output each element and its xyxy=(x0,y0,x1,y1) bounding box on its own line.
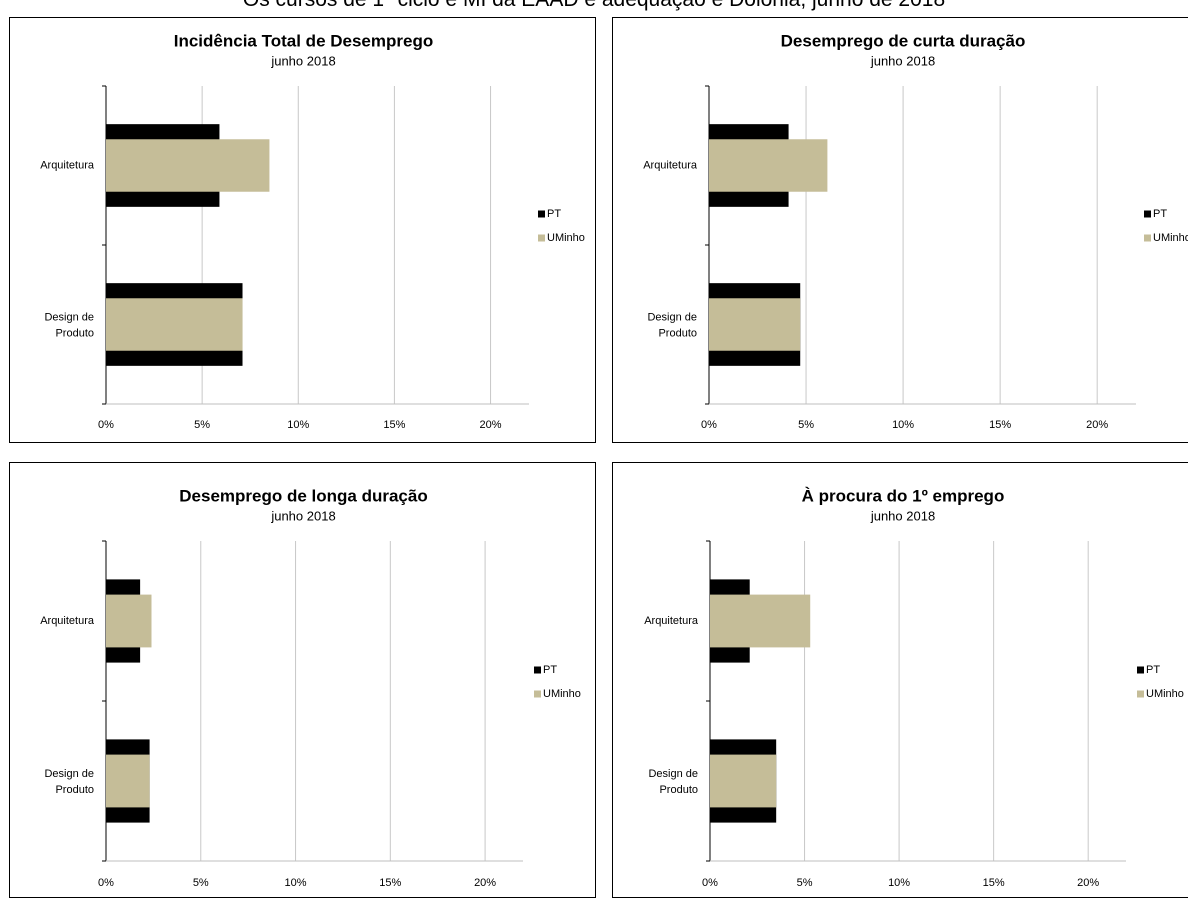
category-label: Design de Produto xyxy=(648,768,698,796)
x-tick-label: 10% xyxy=(888,877,910,889)
chart-panel-primeiro: À procura do 1º emprego junho 2018 0% 5% 10%… xyxy=(612,462,1188,898)
chart-subtitle: junho 2018 xyxy=(270,508,335,523)
legend-swatch-pt xyxy=(538,210,545,218)
chart-subtitle: junho 2018 xyxy=(870,53,935,68)
legend-swatch-pt xyxy=(1144,210,1151,218)
legend-swatch-uminho xyxy=(1137,690,1144,698)
x-tick-label: 5% xyxy=(798,419,814,431)
legend-label-pt: PT xyxy=(547,208,561,220)
x-tick-label: 20% xyxy=(1077,877,1099,889)
x-tick-label: 15% xyxy=(383,419,405,431)
legend-label-pt: PT xyxy=(1146,664,1160,676)
legend-label-uminho: UMinho xyxy=(543,688,581,700)
x-tick-label: 10% xyxy=(287,419,309,431)
chart-svg-total: Incidência Total de Desemprego junho 2018… xyxy=(40,31,585,431)
bar-uminho xyxy=(106,298,243,351)
category-label: Arquitetura xyxy=(643,159,698,171)
x-tick-label: 10% xyxy=(285,877,307,889)
x-tick-label: 0% xyxy=(702,877,718,889)
bar-uminho xyxy=(106,594,152,648)
x-tick-label: 15% xyxy=(983,877,1005,889)
bar-uminho xyxy=(106,754,150,808)
x-tick-label: 15% xyxy=(379,877,401,889)
category-label: Design de Produto xyxy=(647,312,697,340)
chart-svg-longa: Desemprego de longa duração junho 2018 0% 5… xyxy=(40,486,581,889)
bar-uminho xyxy=(106,139,270,192)
bar-uminho xyxy=(710,594,811,648)
legend-label-uminho: UMinho xyxy=(1146,688,1184,700)
x-tick-label: 0% xyxy=(701,419,717,431)
chart-title: Incidência Total de Desemprego xyxy=(174,31,433,50)
category-label: Design de Produto xyxy=(44,768,94,796)
chart-svg-curta: Desemprego de curta duração junho 2018 0% 5… xyxy=(643,31,1188,431)
x-tick-label: 20% xyxy=(1086,419,1108,431)
chart-panel-longa: Desemprego de longa duração junho 2018 0% 5… xyxy=(9,462,596,898)
x-tick-label: 5% xyxy=(194,419,210,431)
category-label: Arquitetura xyxy=(644,615,699,627)
bar-uminho xyxy=(710,754,777,808)
bar-uminho xyxy=(709,298,801,351)
legend-label-uminho: UMinho xyxy=(1153,232,1188,244)
legend-swatch-pt xyxy=(534,666,541,674)
page-title: Os cursos de 1º ciclo e MI da EAAD e ade… xyxy=(0,0,1188,12)
category-label: Arquitetura xyxy=(40,615,95,627)
legend-swatch-pt xyxy=(1137,666,1144,674)
category-label: Arquitetura xyxy=(40,159,95,171)
legend-label-pt: PT xyxy=(543,664,557,676)
x-tick-label: 5% xyxy=(193,877,209,889)
chart-subtitle: junho 2018 xyxy=(870,508,935,523)
x-tick-label: 20% xyxy=(474,877,496,889)
chart-title: Desemprego de longa duração xyxy=(179,486,427,505)
legend-label-uminho: UMinho xyxy=(547,232,585,244)
x-tick-label: 15% xyxy=(989,419,1011,431)
chart-title: À procura do 1º emprego xyxy=(802,486,1005,505)
legend-swatch-uminho xyxy=(534,690,541,698)
legend-swatch-uminho xyxy=(1144,234,1151,242)
chart-panel-total: Incidência Total de Desemprego junho 2018… xyxy=(9,17,596,443)
x-tick-label: 0% xyxy=(98,877,114,889)
legend-swatch-uminho xyxy=(538,234,545,242)
x-tick-label: 20% xyxy=(480,419,502,431)
chart-title: Desemprego de curta duração xyxy=(781,31,1026,50)
chart-subtitle: junho 2018 xyxy=(270,53,335,68)
category-label: Design de Produto xyxy=(44,312,94,340)
chart-svg-primeiro: À procura do 1º emprego junho 2018 0% 5% 10%… xyxy=(644,486,1184,889)
x-tick-label: 5% xyxy=(797,877,813,889)
legend-label-pt: PT xyxy=(1153,208,1167,220)
x-tick-label: 0% xyxy=(98,419,114,431)
bar-uminho xyxy=(709,139,828,192)
chart-panel-curta: Desemprego de curta duração junho 2018 0% 5… xyxy=(612,17,1188,443)
x-tick-label: 10% xyxy=(892,419,914,431)
